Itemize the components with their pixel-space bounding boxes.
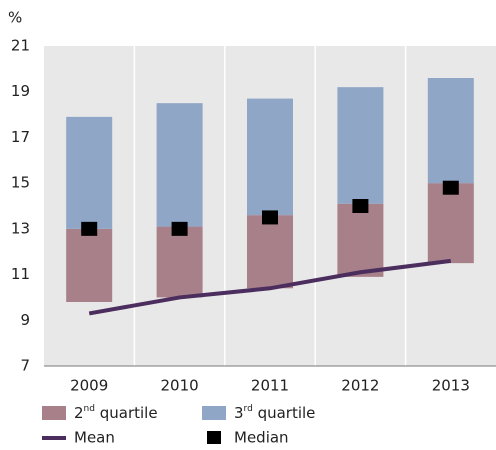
y-tick-label: 19 xyxy=(11,82,30,100)
legend-swatch xyxy=(202,406,226,420)
bar xyxy=(156,103,203,227)
x-tick-label: 2009 xyxy=(70,377,108,395)
y-axis-label: % xyxy=(8,9,22,27)
median-marker xyxy=(442,180,459,195)
y-tick-label: 17 xyxy=(11,128,30,146)
bar xyxy=(247,215,293,289)
median-marker xyxy=(81,221,98,236)
legend-swatch xyxy=(207,431,221,444)
y-tick-label: 9 xyxy=(20,311,30,329)
x-tick-label: 2010 xyxy=(161,377,199,395)
median-marker xyxy=(262,210,278,225)
bar xyxy=(156,226,203,298)
y-tick-label: 15 xyxy=(11,174,30,192)
bar xyxy=(427,183,474,264)
legend-label: 3rd quartile xyxy=(234,404,315,422)
y-tick-label: 11 xyxy=(11,265,30,283)
x-tick-label: 2012 xyxy=(341,377,379,395)
bar xyxy=(337,203,384,277)
x-tick-label: 2011 xyxy=(251,377,289,395)
legend-label: Median xyxy=(234,429,289,447)
legend-label: Mean xyxy=(74,429,115,447)
median-marker xyxy=(352,199,369,213)
y-tick-label: 7 xyxy=(20,357,30,375)
mean-line xyxy=(88,258,452,316)
legend-swatch xyxy=(42,406,66,420)
bar xyxy=(247,98,293,216)
y-tick-label: 13 xyxy=(11,219,30,237)
bar xyxy=(66,116,113,229)
median-marker xyxy=(171,221,188,236)
bar xyxy=(427,78,474,184)
legend-label: 2nd quartile xyxy=(74,404,158,422)
x-tick-label: 2013 xyxy=(432,377,470,395)
bar xyxy=(66,228,113,302)
bar xyxy=(337,87,384,204)
y-tick-label: 21 xyxy=(11,37,30,55)
